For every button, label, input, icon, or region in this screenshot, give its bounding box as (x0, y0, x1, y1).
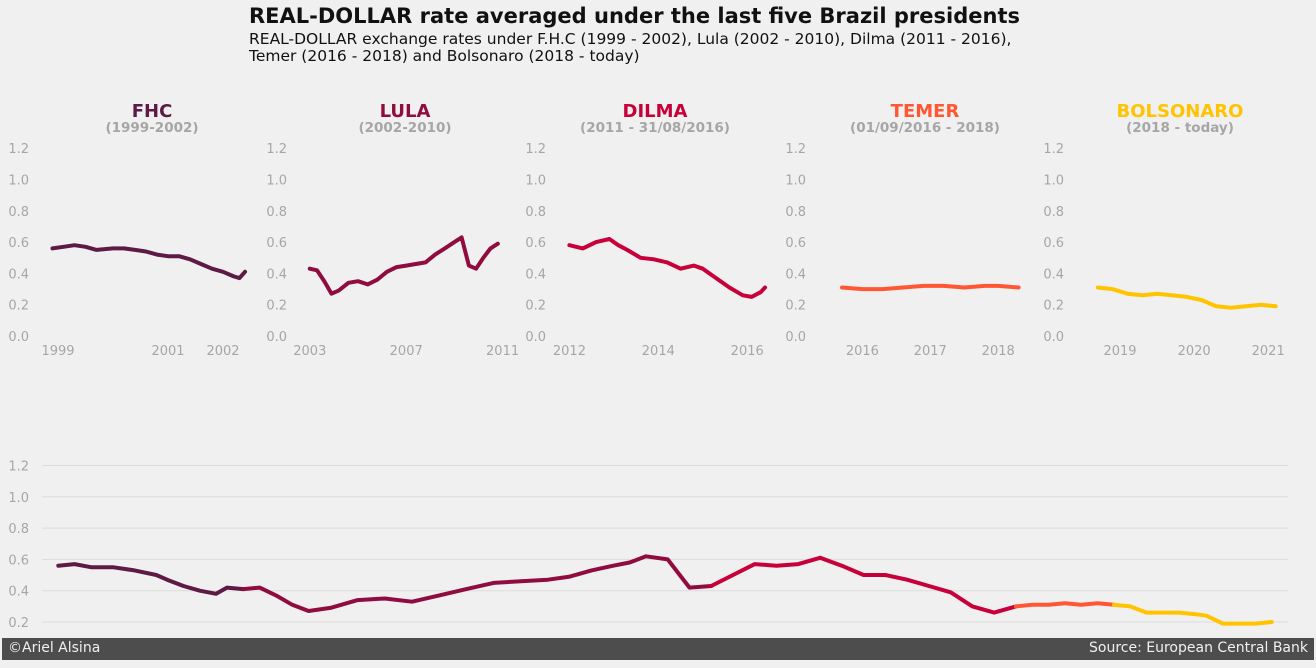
y-tick-label: 1.2 (8, 460, 29, 475)
x-tick-label: 2017 (914, 344, 947, 359)
panel-bolsonaro: BOLSONARO(2018 - today) 0.0 0.2 0.4 0.6 0.8 1.… (1043, 101, 1284, 359)
series-line (567, 237, 767, 299)
x-tick-label: 2014 (642, 344, 675, 359)
y-tick-label: 0.2 (785, 299, 806, 314)
overview-chart: 0.2 0.4 0.6 0.8 1.0 1.2 (8, 460, 1288, 631)
y-tick-label: 0.8 (525, 205, 546, 220)
x-tick-label: 2003 (293, 344, 326, 359)
panel-title: LULA (380, 101, 431, 122)
y-tick-label: 0.8 (8, 522, 29, 537)
y-tick-label: 0.4 (8, 585, 29, 600)
y-tick-label: 1.0 (266, 174, 287, 189)
x-tick-label: 2016 (731, 344, 764, 359)
y-tick-label: 1.0 (8, 491, 29, 506)
x-tick-label: 2001 (151, 344, 184, 359)
series-line (840, 283, 1021, 292)
x-tick-label: 2020 (1178, 344, 1211, 359)
x-tick-label: 2018 (982, 344, 1015, 359)
footer-bar: ©Ariel Alsina Source: European Central B… (2, 638, 1314, 660)
series-line (50, 243, 247, 281)
y-tick-label: 1.0 (8, 174, 29, 189)
x-tick-label: 2021 (1252, 344, 1285, 359)
series-line (1095, 285, 1278, 310)
y-tick-label: 0.0 (266, 330, 287, 345)
y-tick-label: 0.4 (266, 267, 287, 282)
y-tick-label: 0.8 (266, 205, 287, 220)
y-tick-label: 0.0 (8, 330, 29, 345)
panel-temer: TEMER(01/09/2016 - 2018) 0.0 0.2 0.4 0.6 0.8 1… (785, 101, 1021, 359)
y-tick-label: 1.2 (266, 142, 287, 157)
overview-series-line-3 (709, 555, 1018, 615)
x-tick-label: 2011 (486, 344, 519, 359)
panel-subtitle: (2002-2010) (358, 120, 451, 136)
y-tick-label: 0.6 (785, 236, 806, 251)
y-tick-label: 1.2 (785, 142, 806, 157)
chart-subtitle-line-1: REAL-DOLLAR exchange rates under F.H.C (… (249, 30, 1012, 48)
y-tick-label: 0.0 (785, 330, 806, 345)
x-tick-label: 2019 (1103, 344, 1136, 359)
y-tick-label: 1.2 (8, 142, 29, 157)
y-tick-label: 0.6 (525, 236, 546, 251)
panel-title: DILMA (623, 101, 688, 122)
y-tick-label: 0.6 (266, 236, 287, 251)
y-tick-label: 0.2 (8, 299, 29, 314)
y-tick-label: 0.4 (785, 267, 806, 282)
y-tick-label: 0.2 (8, 616, 29, 631)
y-tick-label: 0.4 (8, 267, 29, 282)
y-tick-label: 0.6 (8, 236, 29, 251)
panel-subtitle: (01/09/2016 - 2018) (850, 120, 1000, 136)
y-tick-label: 0.0 (1043, 330, 1064, 345)
y-tick-label: 0.2 (1043, 299, 1064, 314)
panel-title: FHC (132, 101, 173, 122)
chart-subtitle: REAL-DOLLAR exchange rates under F.H.C (… (249, 31, 1011, 65)
overview-series-line-4 (1013, 601, 1116, 609)
y-tick-label: 0.4 (525, 267, 546, 282)
y-tick-label: 0.2 (266, 299, 287, 314)
y-tick-label: 0.8 (785, 205, 806, 220)
panel-dilma: DILMA(2011 - 31/08/2016) 0.0 0.2 0.4 0.6 0.8 1… (525, 101, 767, 359)
panel-subtitle: (2011 - 31/08/2016) (580, 120, 730, 136)
panel-subtitle: (1999-2002) (105, 120, 198, 136)
y-tick-label: 1.0 (1043, 174, 1064, 189)
overview-series-line-5 (1111, 602, 1274, 626)
panel-fhc: FHC(1999-2002) 0.0 0.2 0.4 0.6 0.8 1.0 1.2 1999 2… (8, 101, 247, 359)
y-tick-label: 0.6 (8, 553, 29, 568)
overview-series-line-2 (241, 554, 714, 613)
y-tick-label: 0.2 (525, 299, 546, 314)
y-tick-label: 0.8 (1043, 205, 1064, 220)
series-line (307, 235, 500, 296)
x-tick-label: 2012 (553, 344, 586, 359)
x-tick-label: 2007 (390, 344, 423, 359)
footer-credit: ©Ariel Alsina (8, 640, 101, 656)
y-tick-label: 0.6 (1043, 236, 1064, 251)
chart-subtitle-line-2: Temer (2016 - 2018) and Bolsonaro (2018 … (249, 47, 640, 65)
panel-lula: LULA(2002-2010) 0.0 0.2 0.4 0.6 0.8 1.0 1.2 2003… (266, 101, 519, 359)
y-tick-label: 1.2 (1043, 142, 1064, 157)
x-tick-label: 2016 (846, 344, 879, 359)
chart-title: REAL-DOLLAR rate averaged under the last… (249, 4, 1020, 28)
y-tick-label: 1.2 (525, 142, 546, 157)
y-tick-label: 0.4 (1043, 267, 1064, 282)
panel-title: BOLSONARO (1117, 101, 1244, 122)
y-tick-label: 1.0 (525, 174, 546, 189)
footer-source: Source: European Central Bank (1089, 640, 1308, 656)
x-tick-label: 2002 (206, 344, 239, 359)
panel-title: TEMER (891, 101, 960, 122)
panel-subtitle: (2018 - today) (1126, 120, 1234, 136)
y-tick-label: 0.8 (8, 205, 29, 220)
x-tick-label: 1999 (41, 344, 74, 359)
y-tick-label: 1.0 (785, 174, 806, 189)
y-tick-label: 0.0 (525, 330, 546, 345)
overview-series-line-1 (56, 562, 246, 596)
